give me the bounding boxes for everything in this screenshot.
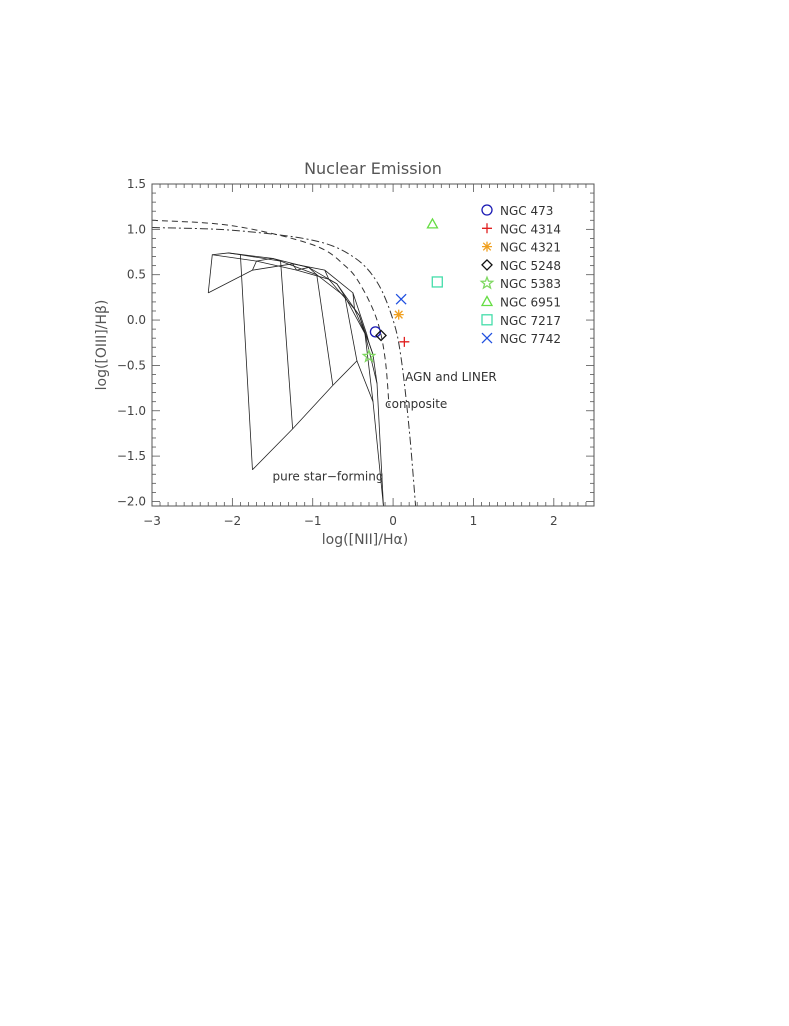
chart-title: Nuclear Emission bbox=[304, 159, 442, 178]
legend-marker bbox=[479, 275, 495, 290]
model-grid-column bbox=[207, 252, 253, 470]
x-tick-label: −3 bbox=[143, 514, 161, 528]
legend-marker bbox=[481, 314, 493, 326]
kauffmann-line bbox=[152, 219, 390, 407]
y-tick-label: 0.5 bbox=[127, 268, 146, 282]
x-tick-label: −1 bbox=[304, 514, 322, 528]
y-tick-label: 1.5 bbox=[127, 177, 146, 191]
model-grid-column bbox=[252, 257, 294, 429]
legend-label: NGC 7217 bbox=[500, 314, 561, 328]
data-point-ngc-4314 bbox=[399, 336, 410, 347]
data-point-ngc-7217 bbox=[431, 276, 443, 288]
data-point-ngc-7742 bbox=[395, 293, 407, 305]
legend-label: NGC 4314 bbox=[500, 222, 561, 236]
region-label: composite bbox=[385, 397, 447, 411]
legend-marker bbox=[482, 241, 492, 252]
legend-label: NGC 473 bbox=[500, 204, 553, 218]
y-tick-label: −1.0 bbox=[117, 404, 146, 418]
kewley-line bbox=[152, 227, 417, 506]
model-grid-column bbox=[324, 270, 358, 361]
x-tick-label: 2 bbox=[550, 514, 558, 528]
legend-marker bbox=[481, 204, 493, 216]
model-grid-row bbox=[252, 360, 384, 506]
x-tick-label: −2 bbox=[224, 514, 242, 528]
data-point-ngc-4321 bbox=[393, 309, 404, 320]
region-label: pure star−forming bbox=[273, 470, 384, 484]
legend-marker bbox=[482, 223, 492, 234]
plot-frame bbox=[151, 183, 595, 507]
region-label: AGN and LINER bbox=[405, 370, 497, 384]
data-point-ngc-5248 bbox=[375, 329, 387, 342]
legend-marker bbox=[481, 258, 493, 271]
legend-label: NGC 6951 bbox=[500, 296, 561, 310]
model-grid-row bbox=[240, 254, 378, 384]
model-grid-row bbox=[212, 254, 370, 343]
y-tick-label: −1.5 bbox=[117, 449, 146, 463]
y-tick-label: 1.0 bbox=[127, 222, 146, 236]
y-tick-label: −2.0 bbox=[117, 494, 146, 508]
legend-label: NGC 4321 bbox=[500, 241, 561, 255]
y-tick-label: −0.5 bbox=[117, 358, 146, 372]
legend-label: NGC 7742 bbox=[500, 332, 561, 346]
model-grid-row bbox=[228, 252, 374, 355]
data-point-ngc-5383 bbox=[361, 348, 377, 363]
legend-marker bbox=[480, 295, 494, 307]
model-grid-row bbox=[208, 263, 367, 334]
data-point-ngc-6951 bbox=[426, 217, 439, 229]
legend-marker bbox=[481, 332, 493, 344]
legend-label: NGC 5383 bbox=[500, 277, 561, 291]
x-tick-label: 1 bbox=[470, 514, 478, 528]
model-grid-column bbox=[352, 292, 374, 402]
x-axis-label: log([NII]/Hα) bbox=[322, 532, 408, 548]
y-axis-label: log([OIII]/Hβ) bbox=[94, 300, 110, 391]
y-tick-label: 0.0 bbox=[127, 313, 146, 327]
legend-label: NGC 5248 bbox=[500, 259, 561, 273]
model-grid-column bbox=[292, 263, 334, 386]
x-tick-label: 0 bbox=[389, 514, 397, 528]
